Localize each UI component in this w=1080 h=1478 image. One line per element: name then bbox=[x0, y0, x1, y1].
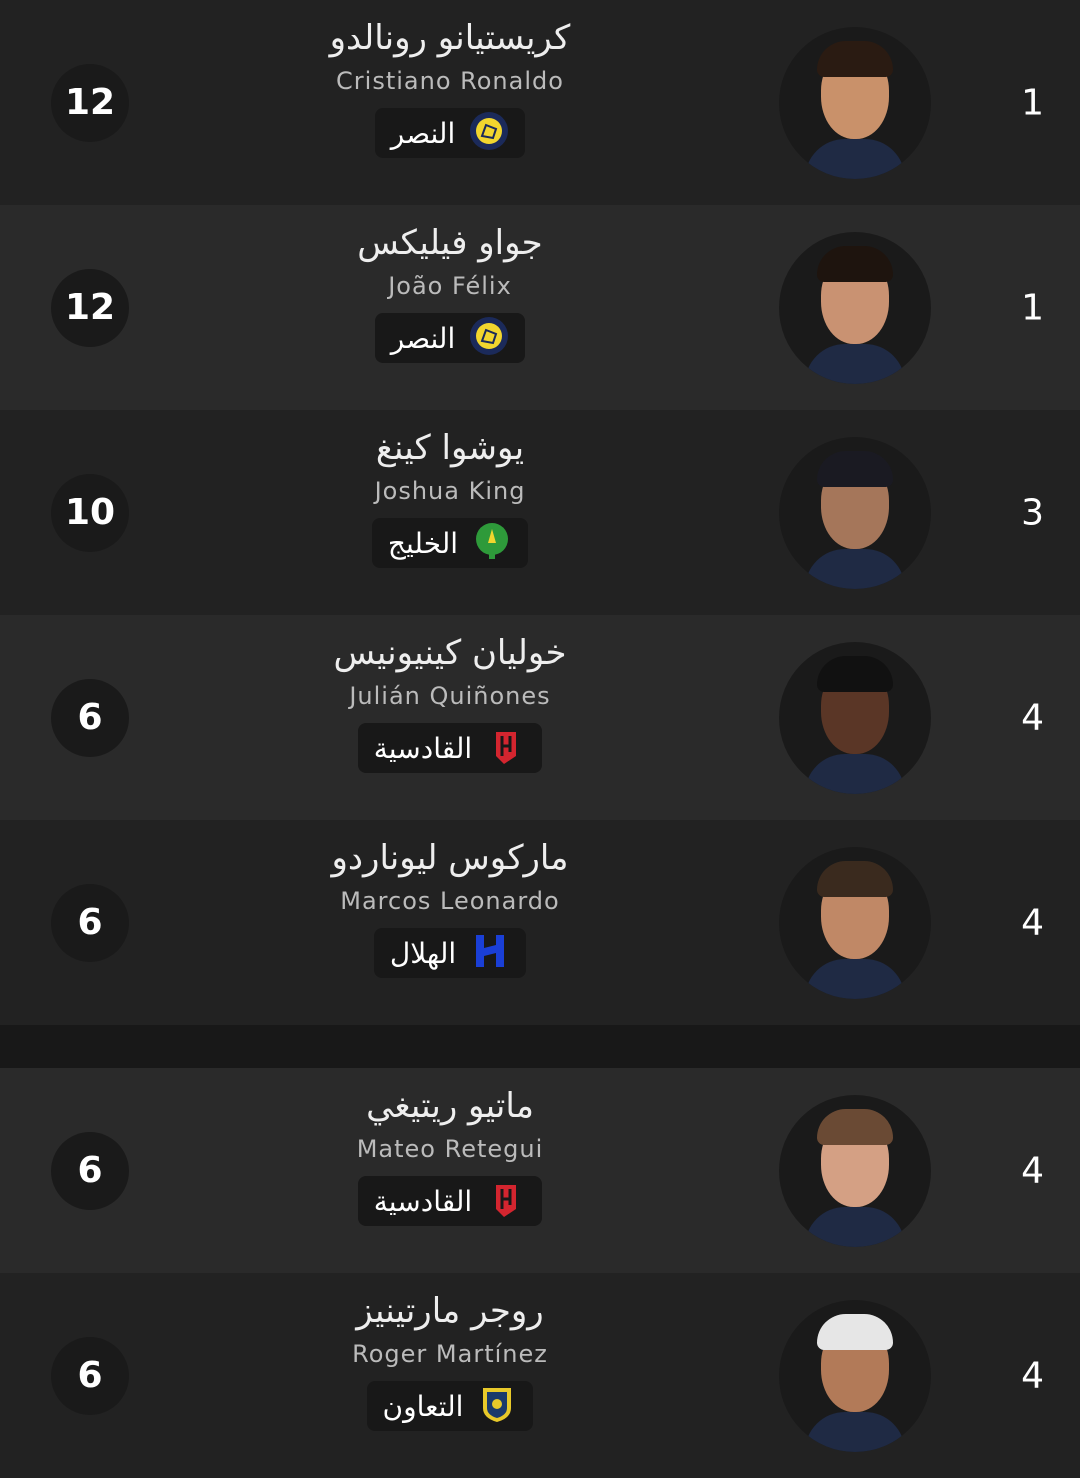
al-khaleej-logo-icon bbox=[472, 521, 512, 565]
al-taawoun-logo-icon bbox=[477, 1384, 517, 1428]
player-row[interactable]: 6 ماركوس ليوناردو Marcos Leonardo الهلال… bbox=[0, 820, 1080, 1025]
player-name-arabic: ماركوس ليوناردو bbox=[331, 838, 569, 878]
team-badge[interactable]: القادسية bbox=[357, 723, 543, 773]
player-info: كريستيانو رونالدو Cristiano Ronaldo النص… bbox=[250, 14, 650, 158]
player-row[interactable]: 12 كريستيانو رونالدو Cristiano Ronaldo ا… bbox=[0, 0, 1080, 205]
player-avatar[interactable] bbox=[779, 436, 931, 589]
player-info: خوليان كينيونيس Julián Quiñones القادسية bbox=[250, 629, 650, 773]
team-name: الخليج bbox=[387, 526, 459, 560]
team-name: النصر bbox=[390, 321, 456, 355]
player-name-arabic: روجر مارتينيز bbox=[356, 1291, 544, 1331]
player-name-arabic: ماتيو ريتيغي bbox=[366, 1086, 534, 1126]
player-name-arabic: جواو فيليكس bbox=[357, 223, 543, 263]
player-name-english: Julián Quiñones bbox=[349, 682, 551, 710]
goals-count: 6 bbox=[51, 883, 129, 962]
player-name-english: Cristiano Ronaldo bbox=[336, 67, 564, 95]
al-hilal-logo-icon bbox=[470, 931, 510, 975]
player-avatar[interactable] bbox=[779, 641, 931, 794]
rank-number: 1 bbox=[1021, 287, 1044, 328]
player-name-english: Mateo Retegui bbox=[356, 1135, 544, 1163]
rank-number: 4 bbox=[1021, 1355, 1044, 1396]
player-name-arabic: يوشوا كينغ bbox=[375, 428, 525, 468]
player-name-arabic: كريستيانو رونالدو bbox=[329, 18, 571, 58]
rank-number: 3 bbox=[1021, 492, 1044, 533]
player-name-arabic: خوليان كينيونيس bbox=[333, 633, 567, 673]
player-avatar[interactable] bbox=[779, 1299, 931, 1452]
team-badge[interactable]: الخليج bbox=[371, 518, 529, 568]
player-name-english: João Félix bbox=[388, 272, 512, 300]
team-name: القادسية bbox=[373, 731, 473, 765]
al-qadsiah-logo-icon bbox=[486, 1179, 526, 1223]
player-row[interactable]: 6 خوليان كينيونيس Julián Quiñones القادس… bbox=[0, 615, 1080, 820]
rank-number: 1 bbox=[1021, 82, 1044, 123]
player-row[interactable]: 6 روجر مارتينيز Roger Martínez التعاون 4 bbox=[0, 1273, 1080, 1478]
player-row[interactable]: 12 جواو فيليكس João Félix النصر 1 bbox=[0, 205, 1080, 410]
rank-number: 4 bbox=[1021, 1150, 1044, 1191]
team-name: الهلال bbox=[389, 936, 457, 970]
player-avatar[interactable] bbox=[779, 1094, 931, 1247]
team-name: النصر bbox=[390, 116, 456, 150]
section-divider bbox=[0, 1025, 1080, 1068]
al-qadsiah-logo-icon bbox=[486, 726, 526, 770]
goals-count: 12 bbox=[51, 268, 129, 347]
goals-count: 6 bbox=[51, 1336, 129, 1415]
team-badge[interactable]: النصر bbox=[374, 108, 526, 158]
player-info: روجر مارتينيز Roger Martínez التعاون bbox=[250, 1287, 650, 1431]
rank-number: 4 bbox=[1021, 902, 1044, 943]
al-nassr-logo-icon bbox=[469, 316, 509, 360]
team-badge[interactable]: التعاون bbox=[366, 1381, 534, 1431]
team-name: التعاون bbox=[382, 1389, 464, 1423]
team-badge[interactable]: القادسية bbox=[357, 1176, 543, 1226]
player-name-english: Marcos Leonardo bbox=[340, 887, 560, 915]
goals-count: 6 bbox=[51, 678, 129, 757]
player-info: جواو فيليكس João Félix النصر bbox=[250, 219, 650, 363]
player-row[interactable]: 10 يوشوا كينغ Joshua King الخليج 3 bbox=[0, 410, 1080, 615]
player-row[interactable]: 6 ماتيو ريتيغي Mateo Retegui القادسية 4 bbox=[0, 1068, 1080, 1273]
player-name-english: Roger Martínez bbox=[352, 1340, 548, 1368]
goals-count: 6 bbox=[51, 1131, 129, 1210]
player-avatar[interactable] bbox=[779, 231, 931, 384]
team-badge[interactable]: الهلال bbox=[373, 928, 527, 978]
player-avatar[interactable] bbox=[779, 26, 931, 179]
player-info: ماتيو ريتيغي Mateo Retegui القادسية bbox=[250, 1082, 650, 1226]
rank-number: 4 bbox=[1021, 697, 1044, 738]
player-info: ماركوس ليوناردو Marcos Leonardo الهلال bbox=[250, 834, 650, 978]
goals-count: 12 bbox=[51, 63, 129, 142]
player-info: يوشوا كينغ Joshua King الخليج bbox=[250, 424, 650, 568]
team-name: القادسية bbox=[373, 1184, 473, 1218]
player-avatar[interactable] bbox=[779, 846, 931, 999]
goals-count: 10 bbox=[51, 473, 129, 552]
team-badge[interactable]: النصر bbox=[374, 313, 526, 363]
player-name-english: Joshua King bbox=[374, 477, 526, 505]
al-nassr-logo-icon bbox=[469, 111, 509, 155]
